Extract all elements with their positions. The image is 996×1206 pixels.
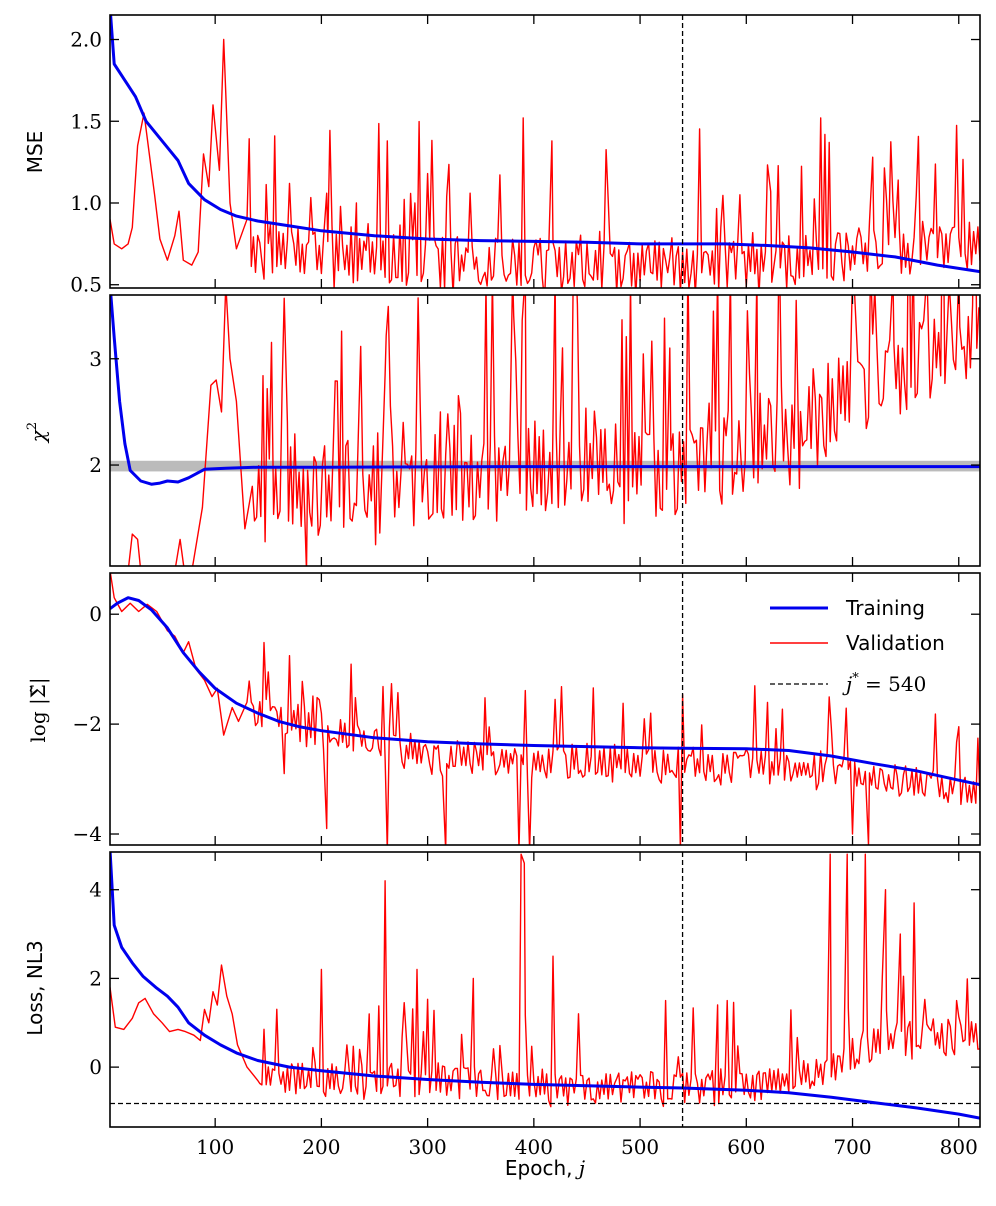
plot-area-loss (110, 852, 980, 1127)
legend: Training Validation j* = 540 (770, 596, 945, 696)
y-tick-label: 2 (89, 453, 102, 477)
x-tick-label: 300 (409, 1135, 447, 1159)
validation-line-chi2 (127, 295, 980, 566)
y-tick-label: 3 (89, 347, 102, 371)
y-axis-label-chi2-main: χ (26, 428, 50, 444)
plot-area-mse (110, 15, 980, 288)
y-axis-label-chi2: χ2 (25, 422, 50, 444)
validation-line-logdet (110, 573, 980, 845)
y-tick-label: 2.0 (70, 28, 102, 52)
legend-label-training: Training (845, 596, 925, 620)
legend-label-best-epoch: j* = 540 (842, 671, 926, 696)
x-axis-label: Epoch, j (505, 1156, 585, 1180)
x-tick-label: 700 (833, 1135, 871, 1159)
y-tick-label: 0 (89, 602, 102, 626)
panel-logdet: −4 −2 0 (73, 572, 981, 846)
training-line-chi2 (110, 295, 980, 486)
y-axis-label-chi2-sup: 2 (25, 422, 40, 430)
y-tick-label: 0.5 (70, 273, 102, 297)
y-tick-label: −2 (73, 712, 102, 736)
y-tick-label: 1.0 (70, 191, 102, 215)
axes-frame-chi2 (109, 294, 981, 567)
y-tick-label: 1.5 (70, 109, 102, 133)
x-axis-label-text: Epoch, (505, 1156, 579, 1180)
training-line-loss (110, 852, 980, 1120)
y-tick-label: 0 (89, 1055, 102, 1079)
legend-best-epoch-sup: * (852, 671, 859, 686)
y-tick-label: 2 (89, 966, 102, 990)
validation-line-loss (110, 853, 980, 1108)
panel-chi2: 23 (89, 294, 981, 567)
legend-best-epoch-value: = 540 (859, 672, 927, 696)
x-tick-label: 200 (302, 1135, 340, 1159)
y-tick-label: 4 (89, 878, 102, 902)
axes-frame-loss (109, 851, 981, 1128)
y-axis-label-logdet: log |Σ̃| (26, 677, 51, 742)
legend-label-validation: Validation (846, 631, 945, 655)
training-line-mse (110, 15, 980, 274)
x-tick-label: 400 (515, 1135, 553, 1159)
axes-frame-logdet (109, 572, 981, 846)
validation-line-mse (110, 38, 980, 288)
x-tick-label: 800 (940, 1135, 978, 1159)
axes-frame-mse (109, 14, 981, 289)
training-line-logdet (110, 596, 980, 787)
panel-mse: 0.5 1.0 1.5 2.0 (70, 14, 981, 297)
plot-area-chi2 (110, 295, 980, 566)
x-tick-label: 100 (196, 1135, 234, 1159)
legend-best-epoch-var: j (842, 672, 852, 696)
plot-area-logdet (110, 573, 980, 845)
y-axis-label-mse: MSE (23, 131, 47, 174)
x-tick-label: 600 (727, 1135, 765, 1159)
panel-loss: 0 2 4 100 200 300 400 500 600 700 800 (89, 851, 981, 1159)
x-axis-label-var: j (575, 1156, 585, 1180)
y-axis-label-loss: Loss, NL3 (23, 940, 47, 1035)
x-tick-label: 500 (621, 1135, 659, 1159)
y-tick-label: −4 (73, 822, 102, 846)
